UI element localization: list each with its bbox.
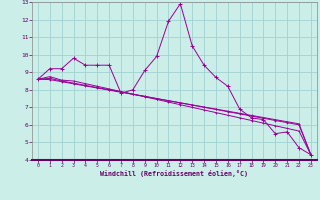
X-axis label: Windchill (Refroidissement éolien,°C): Windchill (Refroidissement éolien,°C) <box>100 170 248 177</box>
